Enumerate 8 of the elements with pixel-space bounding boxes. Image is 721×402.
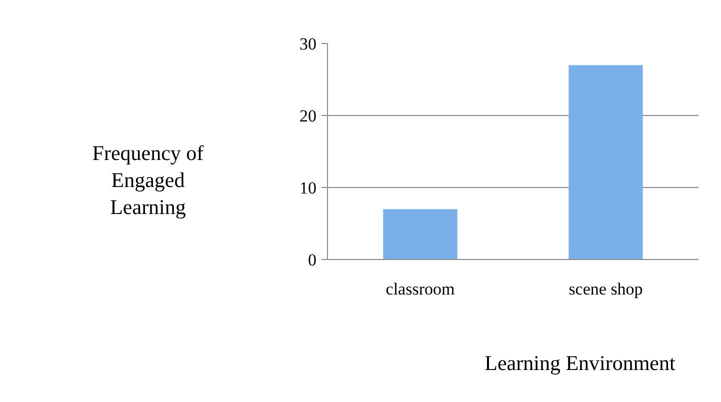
x-axis-title: Learning Environment [484, 350, 676, 377]
x-tick-label: classroom [386, 280, 455, 298]
y-tick-label: 0 [308, 250, 316, 270]
y-axis-title: Frequency of Engaged Learning [92, 140, 204, 221]
y-tick-label: 10 [300, 178, 316, 198]
y-tick-label: 30 [300, 34, 316, 54]
y-tick-label: 20 [300, 106, 316, 126]
x-tick-label: scene shop [568, 280, 643, 298]
